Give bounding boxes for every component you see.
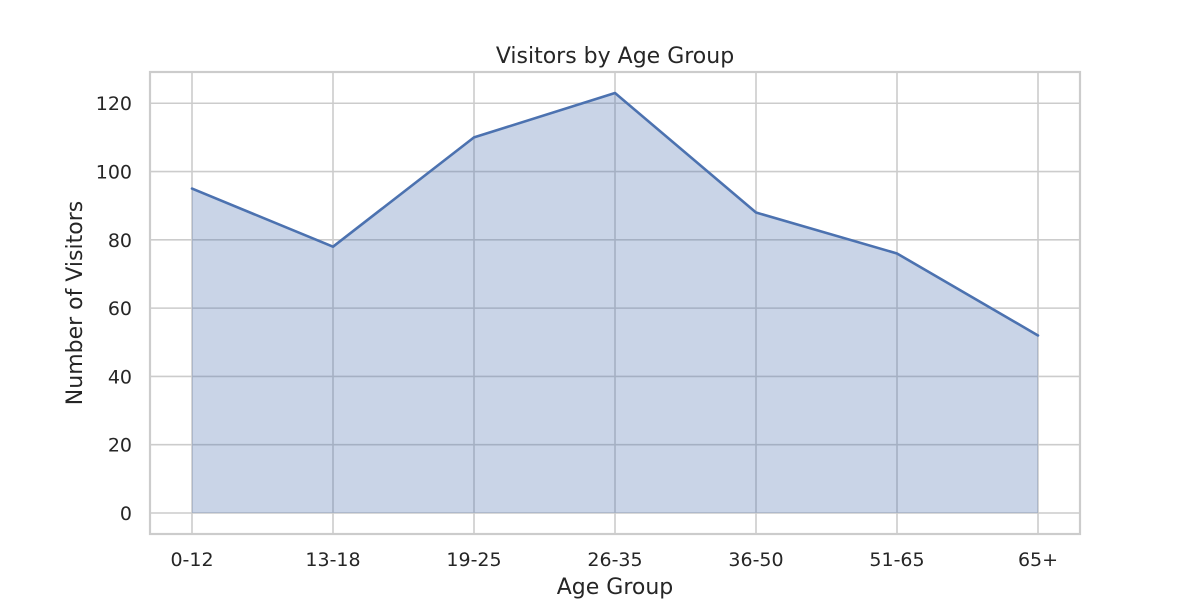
x-tick-label: 51-65 [869, 549, 924, 571]
x-tick-label: 36-50 [728, 549, 783, 571]
y-tick-labels: 0 20 40 60 80 100 120 [96, 93, 132, 525]
y-tick-label: 40 [108, 366, 132, 388]
y-tick-label: 20 [108, 435, 132, 457]
x-tick-label: 0-12 [170, 549, 213, 571]
x-tick-label: 65+ [1018, 549, 1058, 571]
plot-frame [148, 70, 1082, 536]
y-axis-label: Number of Visitors [63, 201, 88, 405]
x-tick-label: 26-35 [587, 549, 642, 571]
chart-title: Visitors by Age Group [496, 44, 734, 69]
y-tick-label: 120 [96, 93, 132, 115]
x-tick-label: 13-18 [305, 549, 360, 571]
x-gridlines [191, 72, 1039, 534]
y-tick-label: 0 [120, 503, 132, 525]
y-tick-label: 100 [96, 162, 132, 184]
y-tick-label: 60 [108, 298, 132, 320]
series-line [190, 91, 1040, 337]
x-tick-labels: 0-12 13-18 19-25 26-35 36-50 51-65 65+ [170, 549, 1058, 571]
y-tick-label: 80 [108, 230, 132, 252]
x-axis-label: Age Group [557, 575, 674, 600]
series-area-fill [192, 93, 1038, 513]
x-tick-label: 19-25 [446, 549, 501, 571]
